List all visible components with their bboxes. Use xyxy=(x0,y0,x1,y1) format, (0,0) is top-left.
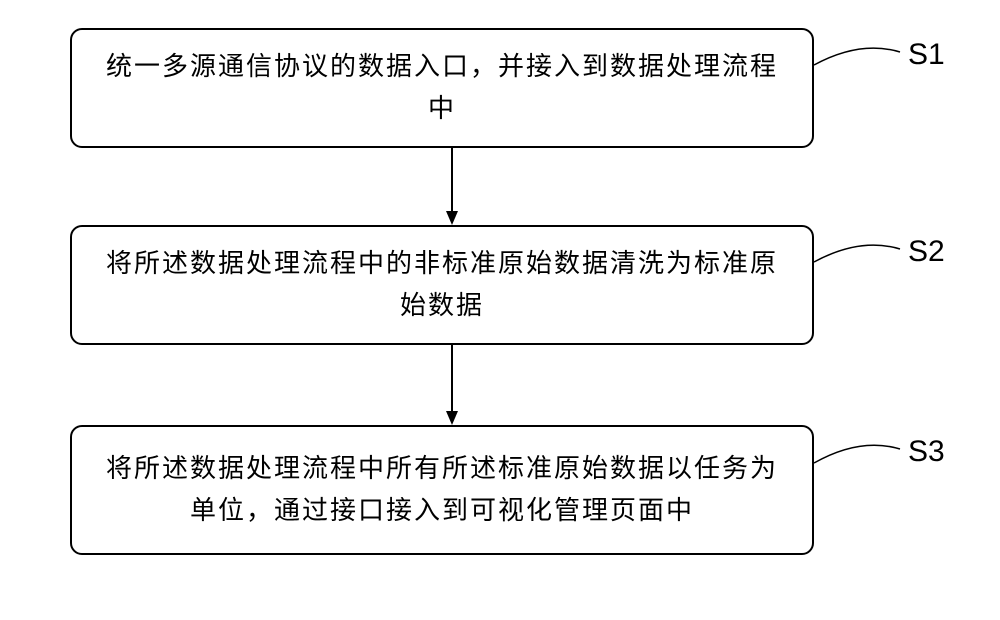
flowchart-node-s1: 统一多源通信协议的数据入口，并接入到数据处理流程中 xyxy=(70,28,814,148)
arrow-s1-s2 xyxy=(442,148,462,225)
node-text: 将所述数据处理流程中所有所述标准原始数据以任务为单位，通过接口接入到可视化管理页… xyxy=(102,448,782,531)
arrow-s2-s3 xyxy=(442,345,462,425)
flowchart-node-s3: 将所述数据处理流程中所有所述标准原始数据以任务为单位，通过接口接入到可视化管理页… xyxy=(70,425,814,555)
node-label-s1: S1 xyxy=(908,38,945,72)
node-text: 统一多源通信协议的数据入口，并接入到数据处理流程中 xyxy=(102,46,782,129)
node-label-s3: S3 xyxy=(908,435,945,469)
node-label-s2: S2 xyxy=(908,235,945,269)
flowchart-node-s2: 将所述数据处理流程中的非标准原始数据清洗为标准原始数据 xyxy=(70,225,814,345)
flowchart-container: 统一多源通信协议的数据入口，并接入到数据处理流程中 S1 将所述数据处理流程中的… xyxy=(0,0,1000,620)
node-text: 将所述数据处理流程中的非标准原始数据清洗为标准原始数据 xyxy=(102,243,782,326)
